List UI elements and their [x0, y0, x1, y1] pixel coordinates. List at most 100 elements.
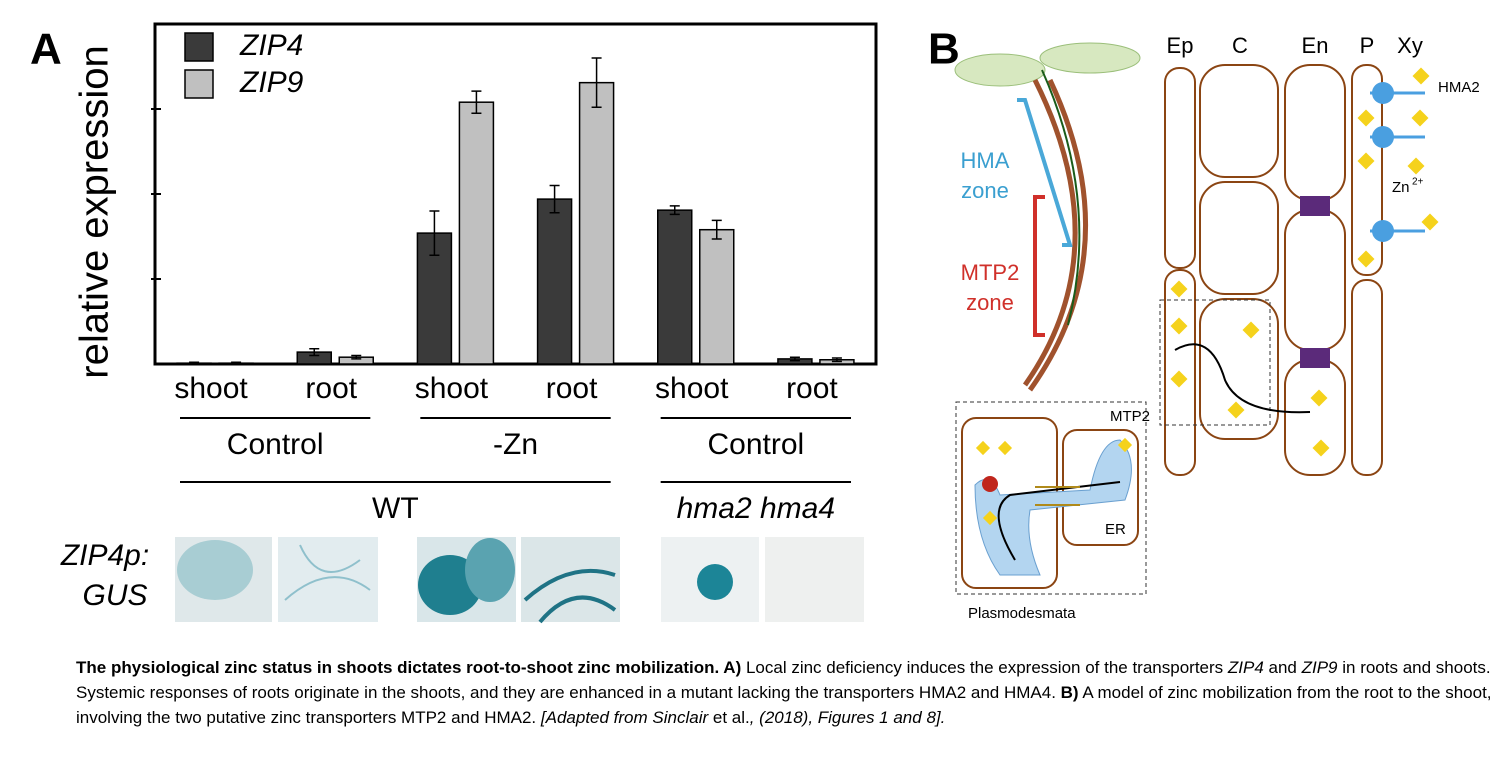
seedling: [954, 42, 1141, 392]
photo: [465, 538, 515, 602]
label: ER: [1105, 521, 1126, 538]
caption-text: and: [1263, 658, 1302, 677]
zn-ion: [1412, 67, 1430, 85]
gus-label: ZIP4p:: [60, 539, 149, 572]
zn-ion: [1242, 321, 1260, 339]
photo: [765, 537, 864, 622]
zone-label: zone: [961, 178, 1009, 203]
caption-text: Local zinc deficiency induces the expres…: [741, 658, 1228, 677]
y-axis-label: relative expression: [73, 45, 117, 379]
error-bar: [231, 361, 242, 365]
group-label: -Zn: [493, 428, 538, 461]
caption: The physiological zinc status in shoots …: [76, 655, 1496, 730]
zn-ion: [1357, 152, 1375, 170]
zn-ion: [1357, 109, 1375, 127]
gus-images: [175, 537, 864, 624]
zn-ion: [1357, 250, 1375, 268]
bar: [458, 101, 495, 365]
cell-label: En: [1302, 33, 1329, 58]
label: Plasmodesmata: [968, 605, 1076, 622]
cell: [1164, 269, 1196, 476]
x-tick-label: root: [305, 372, 357, 405]
caption-text: A model of zinc mobilization from the ro…: [76, 683, 1497, 727]
x-tick-label: shoot: [415, 372, 489, 405]
zn-ion: [1170, 317, 1188, 335]
zn-ion: [1411, 109, 1429, 127]
error-bar: [591, 57, 602, 109]
cell-label: Ep: [1167, 33, 1194, 58]
caption-text: B): [1060, 683, 1079, 702]
cell-label: P: [1360, 33, 1375, 58]
zn-ion: [1170, 280, 1188, 298]
mtp2-zone-bracket: [1033, 195, 1045, 337]
figure: A B relative expression ZIP4p: GUS HMA z…: [30, 22, 1480, 624]
error-bar: [351, 354, 362, 360]
cell: [1351, 279, 1383, 476]
plasmodesma: [1035, 486, 1080, 506]
legend-swatch: [184, 69, 214, 99]
caption-text: in roots and shoots. Systemic responses …: [76, 658, 1496, 702]
error-bar: [471, 90, 482, 114]
export-arrow: [1370, 91, 1425, 233]
zn-ion: [975, 440, 991, 456]
label: 2+: [1412, 177, 1424, 188]
casparian-strip: [1300, 348, 1330, 368]
cell-label: Xy: [1397, 33, 1423, 58]
root: [1022, 78, 1078, 387]
cell: [1164, 67, 1196, 269]
cell: [1199, 181, 1279, 295]
legend-swatch: [184, 32, 214, 62]
zn-ions: [975, 67, 1439, 526]
group-label: Control: [707, 428, 804, 461]
photo: [523, 568, 617, 624]
casparian-strip: [1300, 196, 1330, 216]
bar: [699, 228, 735, 365]
error-bar: [189, 361, 200, 365]
caption-text: ZIP9: [1301, 658, 1338, 677]
label: Zn: [1392, 179, 1410, 196]
zn-path: [1174, 343, 1311, 414]
zn-ion: [1117, 437, 1133, 453]
x-tick-label: shoot: [655, 372, 729, 405]
caption-text: ZIP4: [1227, 658, 1264, 677]
zn-path: [997, 481, 1121, 561]
error-bar: [669, 205, 680, 216]
legend-label: ZIP4: [239, 29, 303, 62]
cotyledon: [1039, 42, 1141, 74]
label: MTP2: [1110, 408, 1150, 425]
photo: [177, 540, 253, 600]
caption-text: , (2018), Figures 1 and 8].: [749, 708, 946, 727]
bar: [657, 209, 693, 365]
photo: [521, 537, 620, 622]
cell: [1284, 359, 1346, 476]
cell: [1351, 64, 1383, 276]
zn-ion: [1312, 439, 1330, 457]
zn-ion: [982, 510, 998, 526]
zn-ion: [1407, 157, 1425, 175]
group-label: hma2 hma4: [677, 492, 835, 525]
x-tick-label: root: [546, 372, 598, 405]
cell: [1284, 64, 1346, 201]
zn-ion: [1310, 389, 1328, 407]
zn-ion: [1170, 370, 1188, 388]
zoom-frame: [1159, 299, 1271, 426]
caption-text: et al.: [708, 708, 750, 727]
error-bar: [429, 210, 440, 256]
x-tick-label: shoot: [174, 372, 248, 405]
caption-text: [Adapted from Sinclair: [540, 708, 709, 727]
root: [1027, 78, 1088, 392]
zn-ion: [1227, 401, 1245, 419]
vascular-path: [1041, 69, 1081, 326]
er: [974, 439, 1132, 576]
cell-label: C: [1232, 33, 1248, 58]
group-label: WT: [372, 492, 419, 525]
cell: [1284, 209, 1346, 351]
zn-ion: [997, 440, 1013, 456]
zn-ion: [1421, 213, 1439, 231]
inset-frame: [955, 401, 1147, 595]
zone-label: MTP2: [961, 260, 1020, 285]
error-bar: [831, 357, 842, 363]
error-bar: [549, 184, 560, 214]
panel-label: A: [30, 25, 62, 74]
